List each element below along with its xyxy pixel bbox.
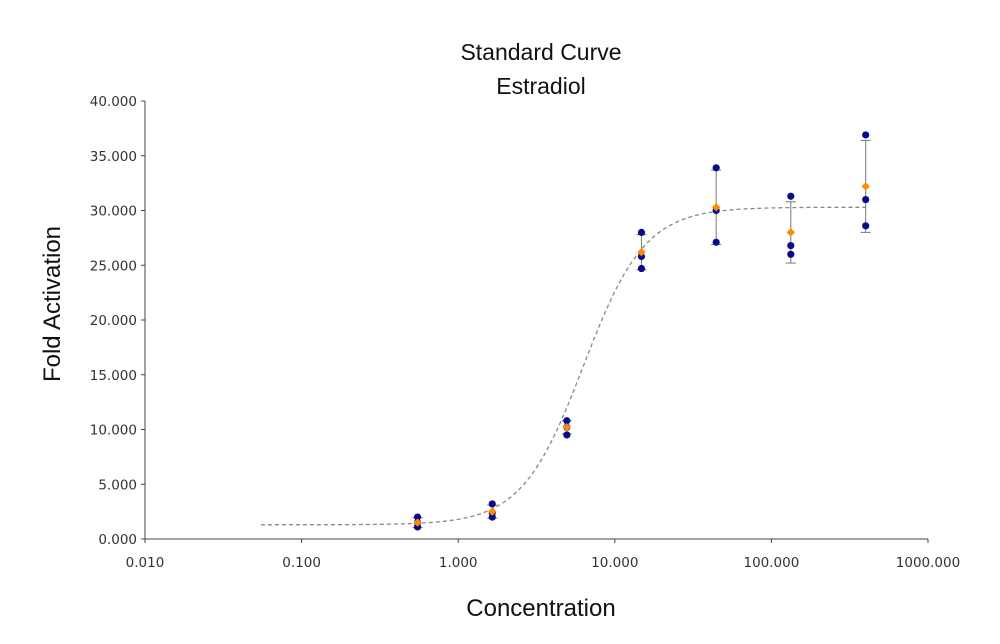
y-tick-label: 0.000 — [98, 532, 137, 548]
x-tick-label: 0.010 — [126, 555, 165, 571]
chart-title: Standard Curve — [460, 39, 621, 65]
replicate-point — [712, 164, 720, 172]
replicate-point — [862, 222, 870, 230]
points-layer — [413, 131, 870, 531]
replicate-point — [862, 131, 870, 139]
y-tick-label: 5.000 — [98, 477, 137, 493]
y-tick-label: 40.000 — [90, 94, 137, 110]
mean-point — [413, 518, 422, 527]
axes: 0.000 5.000 10.000 15.000 20.000 25.000 30.000… — [90, 94, 960, 571]
y-tick-label: 25.000 — [90, 258, 137, 274]
replicate-point — [862, 195, 870, 204]
mean-point — [637, 247, 646, 257]
y-tick-label: 30.000 — [90, 204, 137, 220]
mean-point — [562, 423, 572, 432]
replicate-point — [787, 241, 795, 250]
replicate-point — [563, 431, 571, 439]
fit-curve — [260, 206, 866, 526]
y-tick-label: 35.000 — [90, 149, 137, 165]
replicate-point — [563, 417, 571, 425]
mean-point — [861, 182, 870, 191]
mean-point — [711, 203, 721, 212]
replicate-point — [787, 192, 795, 200]
x-tick-label: 100.000 — [743, 555, 799, 571]
replicate-point — [488, 513, 496, 521]
fit-curve-layer — [260, 206, 866, 526]
x-axis-title: Concentration — [466, 595, 615, 622]
chart-subtitle: Estradiol — [496, 73, 585, 99]
y-tick-label: 20.000 — [90, 313, 137, 329]
replicate-point — [413, 523, 422, 531]
x-tick-label: 10.000 — [591, 555, 638, 571]
mean-point — [786, 228, 795, 237]
y-tick-label: 15.000 — [90, 368, 137, 384]
replicate-point — [413, 513, 422, 521]
replicate-point — [712, 238, 720, 246]
mean-point — [488, 507, 497, 516]
y-tick-label: 10.000 — [90, 423, 137, 439]
replicate-point — [787, 250, 795, 258]
x-tick-label: 1.000 — [439, 555, 478, 571]
x-tick-label: 1000.000 — [896, 555, 960, 571]
y-axis-title: Fold Activation — [39, 226, 66, 382]
x-tick-label: 0.100 — [282, 555, 321, 571]
error-bar-layer — [412, 139, 871, 529]
replicate-point — [637, 252, 646, 261]
replicate-point — [637, 228, 646, 236]
replicate-point — [488, 500, 496, 508]
replicate-point — [637, 264, 646, 273]
